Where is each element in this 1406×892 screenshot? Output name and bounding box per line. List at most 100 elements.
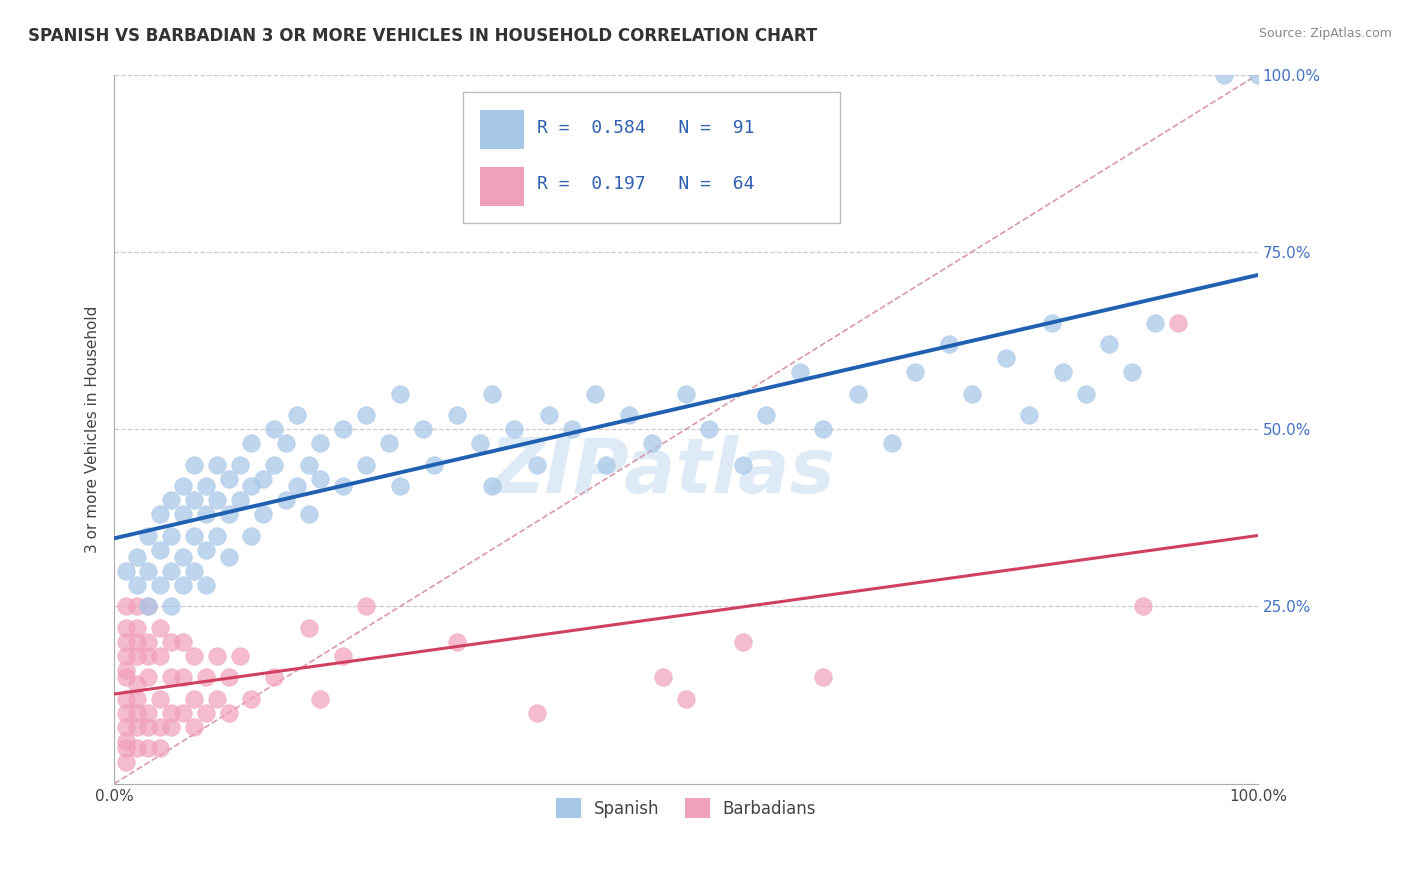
Y-axis label: 3 or more Vehicles in Household: 3 or more Vehicles in Household (86, 305, 100, 553)
Point (160, 720, 183, 734)
Point (218, 507, 240, 521)
Point (183, 691, 205, 706)
Point (332, 649, 354, 664)
Point (114, 756, 136, 770)
Point (1212, 68, 1234, 82)
Point (377, 436, 399, 450)
Point (183, 528, 205, 542)
Point (205, 528, 228, 542)
Point (470, 436, 492, 450)
Point (240, 691, 263, 706)
Point (160, 635, 183, 649)
Point (194, 507, 217, 521)
Point (138, 564, 160, 578)
Point (526, 706, 548, 720)
Point (240, 436, 263, 450)
Point (160, 706, 183, 720)
Point (526, 458, 548, 472)
Point (160, 564, 183, 578)
Point (114, 635, 136, 649)
Point (537, 408, 560, 422)
Point (205, 493, 228, 508)
Point (995, 351, 1018, 366)
Point (675, 386, 697, 401)
Point (1040, 316, 1063, 330)
Point (160, 493, 183, 508)
Point (160, 670, 183, 684)
FancyBboxPatch shape (481, 110, 523, 149)
Point (481, 386, 503, 401)
Point (263, 458, 285, 472)
Point (125, 635, 148, 649)
Point (617, 408, 640, 422)
Point (309, 436, 332, 450)
Point (252, 472, 274, 486)
Point (125, 706, 148, 720)
Point (697, 422, 720, 436)
Point (125, 677, 148, 691)
Text: ZIPatlas: ZIPatlas (491, 434, 837, 508)
Point (733, 458, 755, 472)
Point (274, 493, 297, 508)
Point (1121, 365, 1143, 379)
Point (172, 635, 194, 649)
Point (194, 670, 217, 684)
Point (789, 365, 811, 379)
Point (114, 691, 136, 706)
Point (125, 549, 148, 564)
Point (172, 549, 194, 564)
Point (205, 649, 228, 664)
Point (138, 649, 160, 664)
Point (561, 422, 583, 436)
Point (114, 663, 136, 677)
Point (114, 670, 136, 684)
Point (641, 436, 664, 450)
Legend: Spanish, Barbadians: Spanish, Barbadians (548, 791, 823, 825)
Point (205, 691, 228, 706)
Point (309, 472, 332, 486)
Point (423, 458, 446, 472)
Point (172, 507, 194, 521)
Point (183, 458, 205, 472)
Point (960, 386, 983, 401)
Point (149, 649, 172, 664)
Point (389, 479, 412, 493)
Point (183, 720, 205, 734)
Point (138, 670, 160, 684)
FancyBboxPatch shape (463, 92, 841, 224)
Point (149, 578, 172, 592)
Point (446, 635, 468, 649)
Point (183, 564, 205, 578)
Point (813, 422, 835, 436)
Point (297, 458, 319, 472)
Point (263, 670, 285, 684)
Point (481, 479, 503, 493)
Point (229, 493, 252, 508)
Point (285, 479, 308, 493)
Point (114, 649, 136, 664)
Point (114, 564, 136, 578)
Point (446, 408, 468, 422)
Point (183, 493, 205, 508)
Text: R =  0.197   N =  64: R = 0.197 N = 64 (537, 176, 755, 194)
Point (172, 479, 194, 493)
Point (297, 507, 319, 521)
Point (412, 422, 434, 436)
Text: Source: ZipAtlas.com: Source: ZipAtlas.com (1258, 27, 1392, 40)
Point (149, 507, 172, 521)
Point (218, 549, 240, 564)
Point (332, 479, 354, 493)
Point (218, 706, 240, 720)
Point (172, 706, 194, 720)
Point (218, 670, 240, 684)
Point (1052, 365, 1074, 379)
Point (149, 621, 172, 635)
Point (229, 649, 252, 664)
Point (125, 691, 148, 706)
Point (1018, 408, 1040, 422)
Point (160, 599, 183, 614)
Point (138, 720, 160, 734)
Point (332, 422, 354, 436)
Point (125, 599, 148, 614)
Point (1247, 68, 1270, 82)
